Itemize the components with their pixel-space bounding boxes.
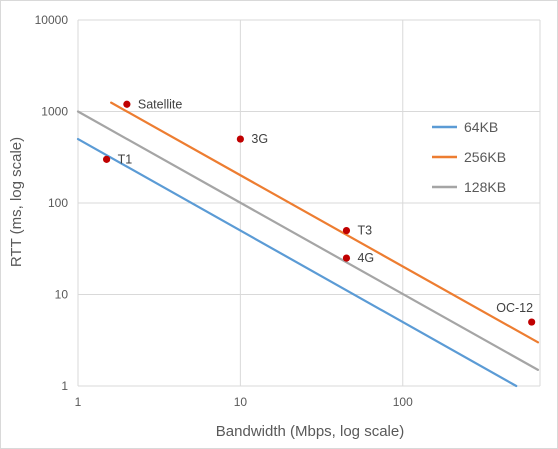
legend: 64KB 256KB 128KB [432, 119, 506, 195]
x-axis-title: Bandwidth (Mbps, log scale) [216, 423, 404, 440]
series-line-128kb [76, 110, 540, 371]
point-t1 [102, 155, 111, 163]
point-label-t1: T1 [118, 152, 133, 166]
series-line-64kb [76, 137, 518, 388]
y-axis-title: RTT (ms, log scale) [8, 137, 25, 267]
y-tick-label: 1000 [41, 105, 68, 119]
y-tick-label: 1 [61, 379, 68, 393]
x-tick-label: 10 [234, 395, 248, 409]
point-oc-12 [528, 318, 536, 326]
gridlines [77, 19, 541, 387]
point-3g [236, 135, 244, 143]
y-tick-label: 10 [55, 288, 69, 302]
legend-label-256kb: 256KB [464, 149, 506, 165]
point-4g [342, 254, 351, 262]
point-t3 [342, 226, 351, 235]
point-label-satellite: Satellite [138, 97, 183, 111]
point-label-t3: T3 [357, 224, 372, 238]
point-satellite [123, 100, 131, 108]
data-points: T1 Satellite 3G T3 4G OC-12 [102, 97, 536, 326]
y-tick-label: 10000 [35, 13, 69, 27]
point-label-3g: 3G [251, 132, 268, 146]
point-label-oc-12: OC-12 [496, 301, 533, 315]
y-tick-label: 100 [48, 196, 68, 210]
point-label-4g: 4G [357, 251, 374, 265]
x-tick-label: 1 [75, 395, 82, 409]
series-line-256kb [110, 101, 540, 344]
legend-label-64kb: 64KB [464, 119, 498, 135]
tick-labels: 1 10 100 1000 10000 1 10 100 [35, 13, 413, 409]
series-lines [76, 101, 540, 388]
x-tick-label: 100 [393, 395, 413, 409]
legend-label-128kb: 128KB [464, 179, 506, 195]
